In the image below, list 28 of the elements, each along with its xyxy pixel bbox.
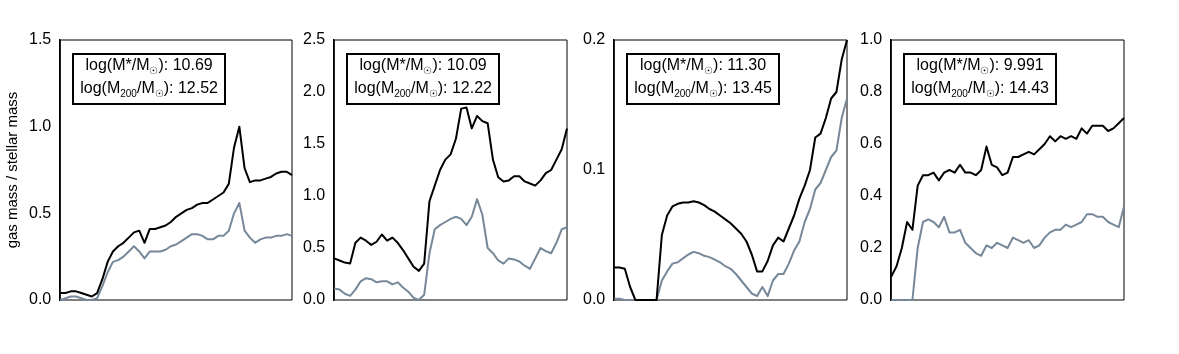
- y-axis-title: gas mass / stellar mass: [3, 91, 21, 249]
- y-tick-label: 0.0: [28, 290, 52, 308]
- y-tick-label: 0.6: [859, 134, 883, 152]
- y-tick-label: 0.0: [582, 290, 606, 308]
- annotation: log(M$_{200}$/M$_{☉}$): 14.43: [911, 79, 1049, 100]
- y-tick-label: 2.5: [302, 30, 326, 48]
- annotation: log(M*/M$_{☉}$): 9.991: [916, 56, 1044, 77]
- y-tick-label: 0.5: [302, 238, 326, 256]
- y-tick-label: 0.1: [582, 160, 606, 178]
- y-tick-label: 2.0: [302, 82, 326, 100]
- y-tick-label: 1.0: [859, 30, 883, 48]
- y-tick-label: 0.4: [859, 186, 883, 204]
- y-tick-label: 0.2: [859, 238, 883, 256]
- annotation: log(M*/M$_{☉}$): 10.69: [85, 56, 213, 77]
- y-tick-label: 1.0: [28, 117, 52, 135]
- y-tick-label: 0.0: [859, 290, 883, 308]
- y-tick-label: 0.2: [582, 30, 606, 48]
- annotation: log(M*/M$_{☉}$): 10.09: [359, 56, 487, 77]
- y-tick-label: 0.0: [302, 290, 326, 308]
- y-tick-label: 1.5: [28, 30, 52, 48]
- y-tick-label: 0.8: [859, 82, 883, 100]
- y-tick-label: 0.5: [28, 203, 52, 221]
- annotation: log(M$_{200}$/M$_{☉}$): 12.22: [354, 79, 492, 100]
- annotation: log(M*/M$_{☉}$): 11.30: [640, 56, 767, 77]
- annotation: log(M$_{200}$/M$_{☉}$): 12.52: [80, 79, 218, 100]
- y-tick-label: 1.5: [302, 134, 326, 152]
- y-tick-label: 1.0: [302, 186, 326, 204]
- annotation: log(M$_{200}$/M$_{☉}$): 13.45: [634, 79, 772, 100]
